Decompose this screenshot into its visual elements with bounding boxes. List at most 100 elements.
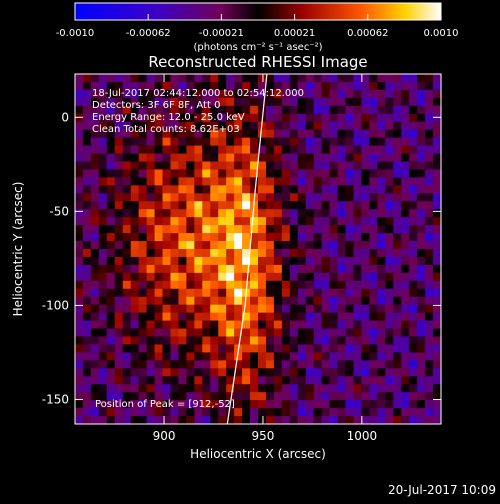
heatmap-cell: [106, 113, 116, 123]
heatmap-cell: [265, 169, 275, 178]
heatmap-cell: [98, 408, 108, 417]
heatmap-cell: [345, 74, 354, 83]
heatmap-cell: [122, 217, 132, 226]
heatmap-cell: [234, 169, 243, 178]
heatmap-cell: [170, 169, 179, 178]
heatmap-cell: [130, 256, 140, 266]
heatmap-cell: [154, 145, 163, 154]
heatmap-cell: [226, 408, 235, 417]
heatmap-cell: [361, 336, 370, 345]
heatmap-cell: [281, 185, 291, 194]
heatmap-cell: [361, 193, 370, 202]
heatmap-cell: [250, 145, 259, 154]
heatmap-cell: [305, 121, 315, 131]
y-axis-label: Heliocentric Y (arcsec): [11, 182, 25, 317]
heatmap-cell: [250, 89, 259, 99]
heatmap-cell: [242, 320, 251, 329]
heatmap-cell: [265, 272, 275, 282]
heatmap-cell: [258, 400, 267, 409]
heatmap-cell: [417, 81, 426, 91]
heatmap-cell: [337, 264, 346, 274]
heatmap-cell: [297, 296, 307, 306]
heatmap-cell: [114, 336, 124, 345]
heatmap-cell: [409, 201, 418, 210]
heatmap-cell: [226, 416, 235, 424]
heatmap-cell: [409, 249, 418, 258]
heatmap-cell: [170, 241, 179, 250]
heatmap-cell: [337, 360, 346, 369]
heatmap-cell: [313, 169, 323, 178]
heatmap-cell: [337, 256, 346, 266]
heatmap-cell: [265, 384, 275, 393]
heatmap-cell: [202, 81, 211, 91]
heatmap-cell: [281, 129, 291, 139]
heatmap-cell: [122, 209, 132, 218]
heatmap-cell: [130, 344, 140, 353]
heatmap-cell: [401, 376, 410, 385]
heatmap-cell: [122, 89, 132, 99]
heatmap-cell: [297, 336, 307, 345]
heatmap-cell: [377, 400, 386, 409]
heatmap-cell: [297, 225, 307, 234]
heatmap-cell: [186, 225, 195, 234]
heatmap-cell: [305, 249, 315, 258]
heatmap-cell: [265, 328, 275, 337]
heatmap-cell: [202, 368, 211, 377]
heatmap-cell: [242, 400, 251, 409]
heatmap-cell: [369, 193, 378, 202]
heatmap-cell: [393, 360, 402, 369]
heatmap-cell: [242, 312, 251, 321]
heatmap-cell: [122, 336, 132, 345]
heatmap-cell: [90, 105, 100, 115]
heatmap-cell: [401, 153, 410, 162]
heatmap-cell: [226, 137, 235, 146]
heatmap-cell: [401, 185, 410, 194]
heatmap-cell: [329, 74, 338, 83]
heatmap-cell: [154, 256, 163, 266]
heatmap-cell: [401, 217, 410, 226]
heatmap-cell: [377, 408, 386, 417]
footer-timestamp: 20-Jul-2017 10:09: [388, 483, 496, 497]
heatmap-cell: [417, 121, 426, 131]
heatmap-cell: [138, 169, 148, 178]
heatmap-cell: [361, 352, 370, 361]
heatmap-cell: [186, 320, 195, 329]
heatmap-cell: [194, 121, 203, 131]
heatmap-cell: [273, 392, 283, 401]
heatmap-cell: [130, 288, 140, 298]
heatmap-cell: [321, 296, 331, 306]
heatmap-cell: [345, 217, 354, 226]
heatmap-cell: [162, 264, 171, 274]
heatmap-cell: [202, 320, 211, 329]
heatmap-cell: [218, 352, 227, 361]
heatmap-cell: [345, 233, 354, 242]
heatmap-cell: [393, 368, 402, 377]
heatmap-cell: [265, 256, 275, 266]
heatmap-cell: [321, 256, 331, 266]
heatmap-cell: [162, 352, 171, 361]
heatmap-cell: [433, 233, 441, 242]
heatmap-cell: [353, 81, 362, 91]
heatmap-cell: [401, 384, 410, 393]
heatmap-cell: [258, 89, 267, 99]
heatmap-cell: [170, 177, 179, 186]
heatmap-cell: [361, 288, 370, 298]
heatmap-cell: [265, 177, 275, 186]
heatmap-cell: [218, 320, 227, 329]
heatmap-cell: [82, 81, 92, 91]
heatmap-cell: [337, 209, 346, 218]
heatmap-cell: [345, 185, 354, 194]
heatmap-cell: [178, 209, 187, 218]
heatmap-cell: [75, 185, 84, 194]
heatmap-cell: [194, 320, 203, 329]
heatmap-cell: [281, 400, 291, 409]
heatmap-cell: [305, 137, 315, 146]
heatmap-cell: [114, 113, 124, 123]
heatmap-cell: [321, 416, 331, 424]
heatmap-cell: [377, 336, 386, 345]
heatmap-cell: [329, 416, 338, 424]
heatmap-cell: [297, 161, 307, 170]
heatmap-cell: [361, 368, 370, 377]
heatmap-cell: [369, 113, 378, 123]
heatmap-cell: [345, 328, 354, 337]
